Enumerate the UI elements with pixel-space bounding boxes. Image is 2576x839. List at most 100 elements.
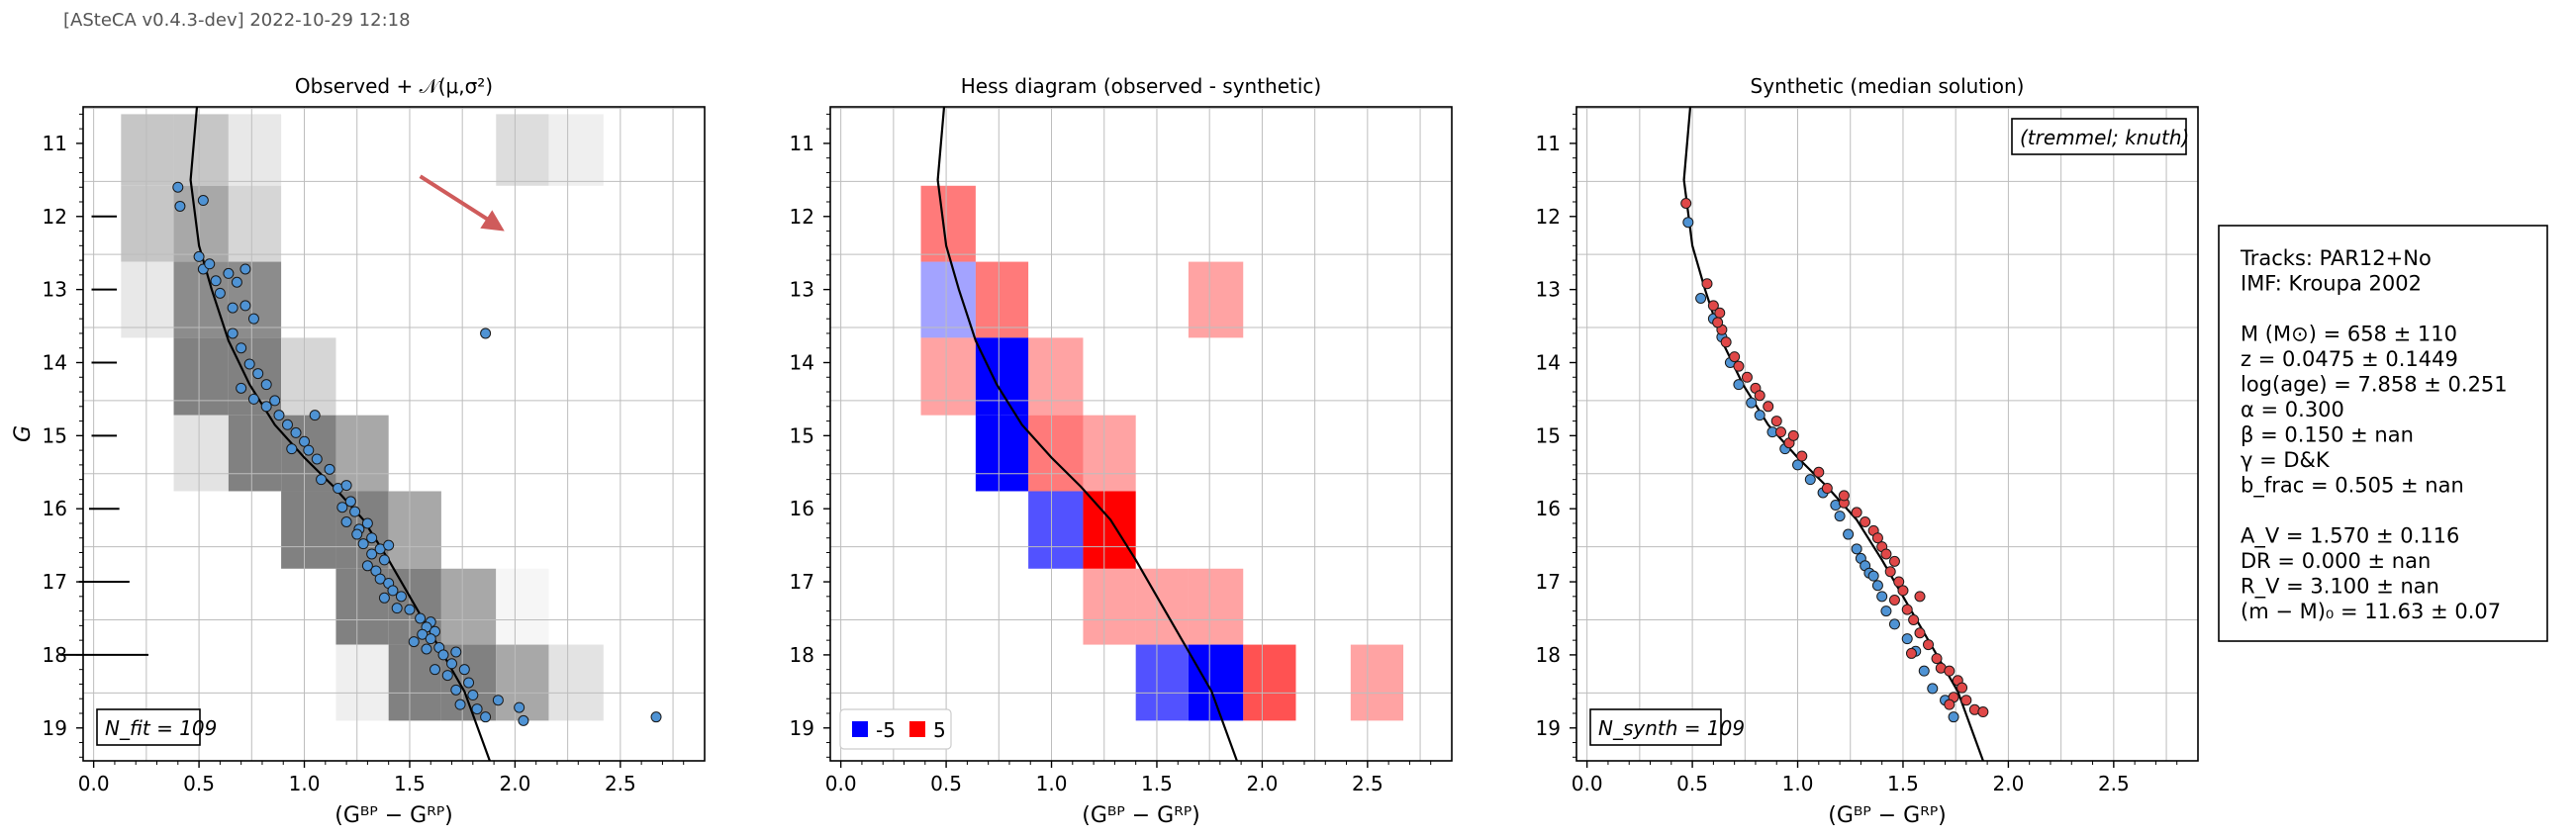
star-marker (395, 591, 407, 603)
legend-swatch (909, 721, 925, 737)
y-tick-label: 17 (1536, 570, 1561, 594)
star-marker (467, 690, 479, 701)
y-tick-label: 13 (1536, 278, 1561, 302)
star-marker (480, 711, 492, 723)
x-tick-label: 0.0 (825, 772, 857, 795)
hess-cell (1083, 415, 1136, 492)
star-marker (450, 684, 462, 696)
star-marker (231, 276, 242, 288)
y-tick-label: 15 (43, 423, 67, 447)
run-header: [ASteCA v0.4.3-dev] 2022-10-29 12:18 (63, 10, 411, 31)
star-marker (172, 181, 184, 193)
star-marker (357, 538, 369, 550)
x-tick-label: 0.5 (183, 772, 215, 795)
x-tick-label: 1.5 (394, 772, 426, 795)
density-cell (121, 185, 174, 262)
legend-label: -5 (876, 718, 896, 742)
binary-star-marker (1770, 416, 1782, 427)
arrow-head (480, 210, 505, 232)
hess-cell (975, 261, 1029, 338)
star-marker (425, 633, 436, 645)
parameter-line: R_V = 3.100 ± nan (2241, 575, 2439, 600)
hess-cell (1350, 644, 1404, 721)
star-marker (417, 628, 429, 640)
star-marker (374, 573, 386, 585)
star-marker (340, 480, 352, 492)
y-tick-label: 12 (1536, 205, 1561, 229)
y-tick-label: 14 (790, 350, 814, 374)
star-marker (349, 506, 361, 517)
star-marker (450, 646, 462, 658)
star-marker (351, 528, 363, 540)
binary-star-marker (1914, 591, 1926, 603)
binary-star-marker (1733, 360, 1745, 372)
legend-label: 5 (933, 718, 946, 742)
star-marker (421, 643, 432, 655)
binary-star-marker (1914, 627, 1926, 639)
star-marker (239, 300, 251, 312)
binary-star-marker (1754, 390, 1765, 402)
binary-star-marker (1821, 483, 1833, 495)
star-marker (1876, 591, 1888, 603)
star-marker (1804, 474, 1816, 486)
star-marker (1927, 683, 1939, 695)
y-tick-label: 17 (43, 570, 67, 594)
star-marker (227, 327, 239, 339)
star-marker (366, 548, 378, 560)
binary-star-marker (1860, 515, 1871, 527)
binary-star-marker (1787, 429, 1799, 441)
star-marker (260, 401, 272, 413)
x-tick-label: 2.0 (1993, 772, 2025, 795)
y-tick-label: 11 (1536, 132, 1561, 155)
binary-star-marker (1944, 665, 1956, 677)
count-box (1589, 708, 1722, 746)
density-cell (121, 261, 174, 338)
parameter-line: DR = 0.000 ± nan (2241, 549, 2431, 573)
star-marker (366, 532, 378, 544)
legend-box (839, 708, 952, 750)
hess-cell (1083, 568, 1136, 645)
binary-star-marker (1944, 699, 1956, 710)
star-marker (415, 612, 427, 624)
star-marker (1867, 570, 1879, 582)
star-marker (1901, 633, 1913, 645)
binary-star-marker (1901, 604, 1913, 615)
binary-star-marker (1763, 401, 1774, 413)
x-tick-label: 0.5 (930, 772, 962, 795)
density-cell (548, 114, 604, 186)
density-cell (548, 644, 604, 721)
x-tick-label: 1.0 (1782, 772, 1814, 795)
x-tick-label: 1.5 (1141, 772, 1173, 795)
star-marker (210, 275, 222, 287)
binary-star-marker (1908, 613, 1920, 625)
binary-star-marker (1923, 639, 1935, 651)
star-marker (269, 395, 281, 407)
binary-star-marker (1707, 300, 1719, 312)
star-marker (252, 368, 264, 380)
binary-star-marker (1884, 566, 1896, 578)
binary-star-marker (1680, 197, 1692, 209)
panel-hess: 0.0 0.5 1.0 1.5 2.0 2.5 11 12 13 14 15 16 17 18 19 Hess… (790, 74, 1453, 828)
parameter-line: β = 0.150 ± nan (2241, 423, 2414, 447)
binary-star-marker (1871, 532, 1883, 544)
y-axis-label: G (11, 425, 36, 442)
binary-star-marker (1931, 653, 1943, 665)
star-marker (1843, 528, 1855, 540)
star-marker (227, 302, 239, 314)
density-cell (281, 337, 336, 416)
binary-star-marker (1838, 490, 1850, 502)
star-marker (299, 435, 311, 447)
star-marker (446, 658, 458, 670)
star-marker (1754, 410, 1765, 421)
density-cell (281, 491, 336, 569)
y-tick-label: 18 (1536, 643, 1561, 667)
star-marker (214, 287, 226, 299)
x-tick-label: 2.0 (500, 772, 531, 795)
y-tick-label: 16 (1536, 497, 1561, 520)
x-tick-label: 2.5 (2098, 772, 2130, 795)
star-marker (273, 410, 285, 421)
x-tick-label: 2.5 (605, 772, 636, 795)
plot-frame (829, 106, 1453, 762)
star-marker (518, 714, 529, 726)
star-marker (311, 453, 323, 465)
